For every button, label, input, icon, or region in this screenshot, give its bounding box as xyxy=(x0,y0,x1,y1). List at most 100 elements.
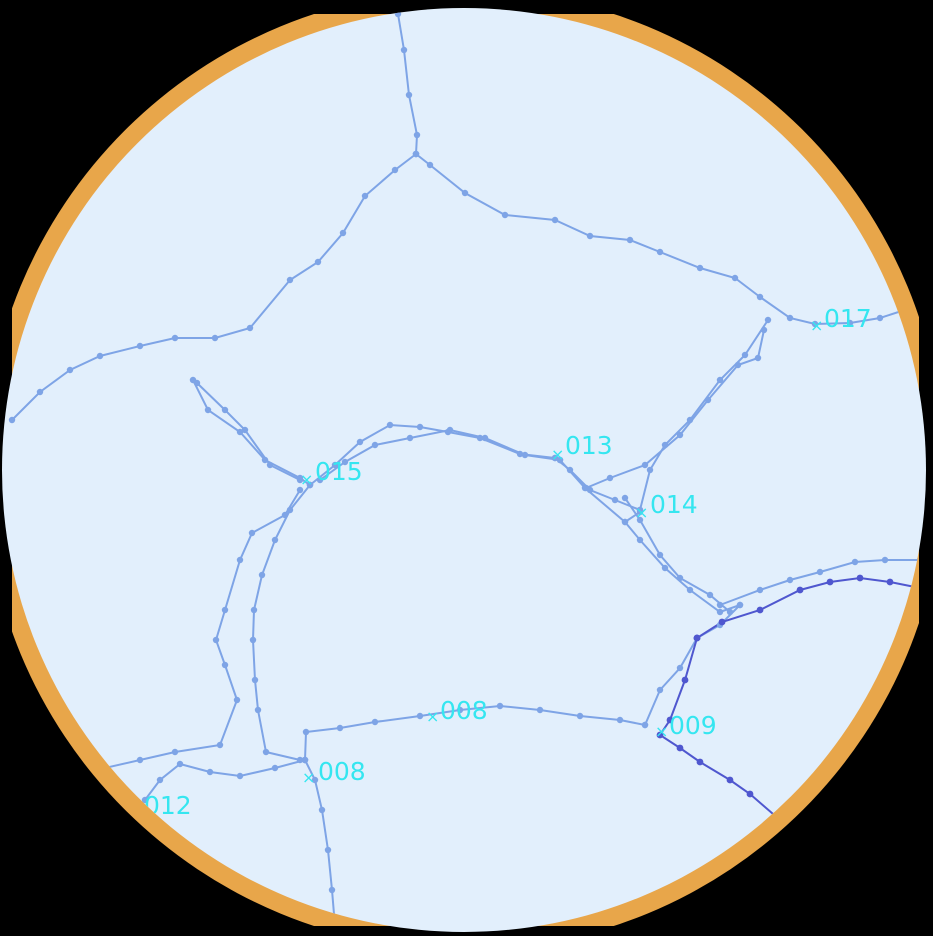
vertex-dot xyxy=(826,578,834,586)
vertex-dot xyxy=(156,776,164,784)
vertex-dot xyxy=(716,376,724,384)
vertex-dot xyxy=(136,756,144,764)
vertex-dot xyxy=(271,764,279,772)
vertex-dot xyxy=(405,91,413,99)
vertex-dot xyxy=(406,434,414,442)
vertex-dot xyxy=(446,426,454,434)
vertex-dot xyxy=(856,574,864,582)
node-mark-014: × xyxy=(635,503,648,522)
vertex-dot xyxy=(760,326,768,334)
vertex-dot xyxy=(36,388,44,396)
boundary-vertices xyxy=(8,10,924,930)
vertex-dot xyxy=(426,161,434,169)
vertex-dot xyxy=(461,189,469,197)
vertex-dot xyxy=(696,264,704,272)
vertex-dot xyxy=(413,131,421,139)
vertex-dot xyxy=(731,274,739,282)
vertex-dot xyxy=(556,456,564,464)
vertex-dot xyxy=(686,416,694,424)
vertex-dot xyxy=(676,744,684,752)
vertex-dot xyxy=(481,434,489,442)
boundary-013-014-b xyxy=(559,459,641,524)
vertex-dot xyxy=(233,696,241,704)
vertex-dot xyxy=(336,724,344,732)
vertex-dot xyxy=(141,796,149,804)
vertex-dot xyxy=(296,486,304,494)
vertex-dot xyxy=(621,494,629,502)
vertex-dot xyxy=(193,379,201,387)
vertex-dot xyxy=(741,351,749,359)
vertex-dot xyxy=(456,706,464,714)
vertex-dot xyxy=(250,606,258,614)
vertex-dot xyxy=(318,806,326,814)
vertex-dot xyxy=(249,636,257,644)
vertex-dot xyxy=(734,361,742,369)
vertex-dot xyxy=(176,760,184,768)
vertex-dot xyxy=(211,334,219,342)
vertex-dot xyxy=(676,431,684,439)
node-mark-00b: × xyxy=(426,707,439,726)
boundary-008-south xyxy=(304,759,336,927)
vertex-dot xyxy=(676,574,684,582)
vertex-dot xyxy=(216,741,224,749)
vertex-dot xyxy=(676,664,684,672)
vertex-dot xyxy=(496,702,504,710)
vertex-dot xyxy=(306,481,314,489)
vertex-dot xyxy=(786,576,794,584)
boundary-015-south xyxy=(251,484,311,761)
vertex-dot xyxy=(736,601,744,609)
vertex-dot xyxy=(656,248,664,256)
vertex-dot xyxy=(236,772,244,780)
vertex-dot xyxy=(616,716,624,724)
vertex-dot xyxy=(301,756,309,764)
boundary-015-south-b xyxy=(104,489,301,769)
vertex-dot xyxy=(811,320,819,328)
boundary-014-017-b xyxy=(585,329,765,489)
vertex-dot xyxy=(361,192,369,200)
node-label-015[interactable]: 015 xyxy=(315,457,363,486)
vertex-dot xyxy=(356,438,364,446)
vertex-dot xyxy=(606,474,614,482)
node-mark-015: × xyxy=(300,470,313,489)
vertex-dot xyxy=(371,718,379,726)
vertex-dot xyxy=(476,434,484,442)
selected-boundary-east xyxy=(696,576,921,639)
vertex-dot xyxy=(221,606,229,614)
vertex-dot xyxy=(286,276,294,284)
vertex-dot xyxy=(726,608,734,616)
vertex-dot xyxy=(212,636,220,644)
right-mask xyxy=(919,0,933,936)
vertex-dot xyxy=(686,586,694,594)
vertex-dot xyxy=(286,506,294,514)
node-mark-008: × xyxy=(302,768,315,787)
node-label-014[interactable]: 014 xyxy=(650,490,698,519)
vertex-dot xyxy=(516,450,524,458)
node-mark-009: × xyxy=(655,722,668,741)
vertex-dot xyxy=(582,484,590,492)
vertex-dot xyxy=(412,150,420,158)
vertex-dot xyxy=(756,293,764,301)
node-label-009[interactable]: 009 xyxy=(669,711,717,740)
vertex-dot xyxy=(171,334,179,342)
vertex-dot xyxy=(566,466,574,474)
vertex-dot xyxy=(636,506,644,514)
vertex-dot xyxy=(551,454,559,462)
vertex-dot xyxy=(764,316,772,324)
vertex-dot xyxy=(241,426,249,434)
vertex-dot xyxy=(576,712,584,720)
vertex-dot xyxy=(661,441,669,449)
boundary-014-southeast-b xyxy=(624,497,731,613)
node-label-017[interactable]: 017 xyxy=(824,304,872,333)
node-label-013[interactable]: 013 xyxy=(565,431,613,460)
vertex-dot xyxy=(718,618,726,626)
vertex-dot xyxy=(248,529,256,537)
vertex-dot xyxy=(262,748,270,756)
vertex-dot xyxy=(816,568,824,576)
vertex-dot xyxy=(171,748,179,756)
vertex-dot xyxy=(258,571,266,579)
vertex-dot xyxy=(416,423,424,431)
node-label-008[interactable]: 008 xyxy=(318,757,366,786)
node-label-00b[interactable]: 008 xyxy=(440,696,488,725)
